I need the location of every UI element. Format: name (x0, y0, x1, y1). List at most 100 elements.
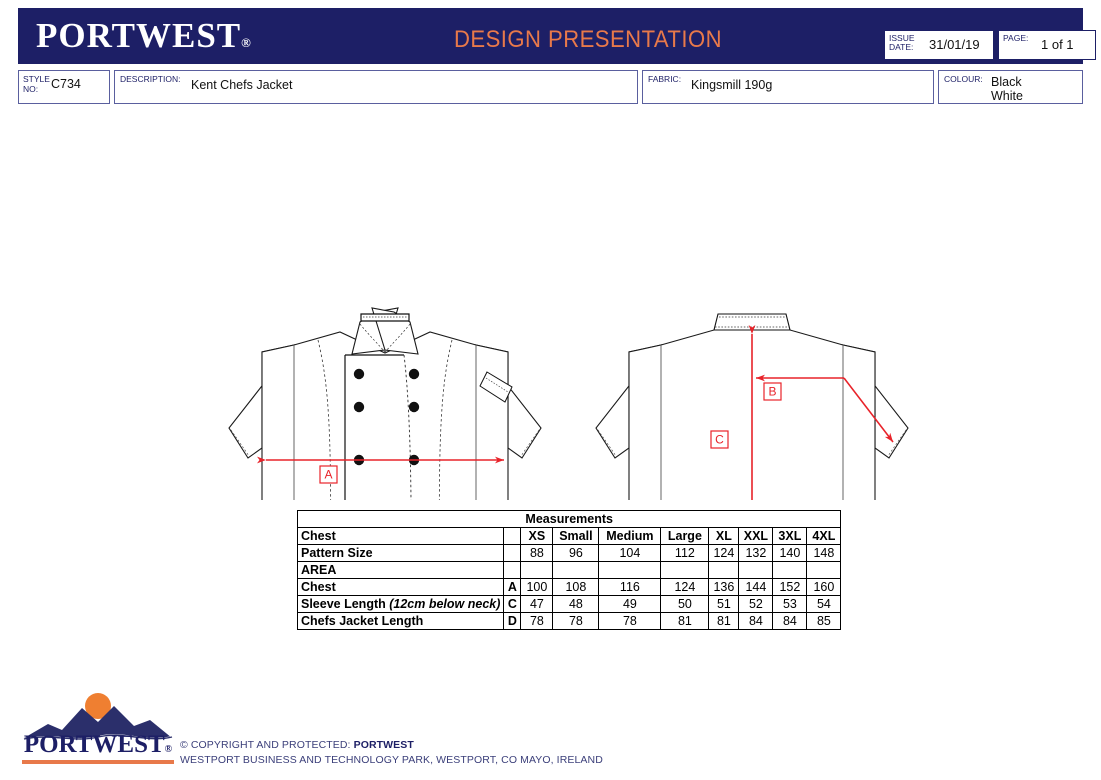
row-label: Sleeve Length (12cm below neck) (296, 595, 505, 613)
sun-icon (85, 693, 111, 719)
value-cell: 132 (738, 544, 774, 562)
value-cell: 96 (552, 544, 600, 562)
sleeve-pocket (479, 371, 513, 403)
footer: PORTWEST® © COPYRIGHT AND PROTECTED: POR… (0, 690, 1101, 780)
measure-arrow-b: B (756, 374, 894, 443)
chefs-jacket-front-view (228, 307, 542, 611)
value-cell: 144 (738, 578, 774, 596)
value-cell: 81 (708, 612, 740, 630)
value-cell: 50 (660, 595, 710, 613)
measure-arrow-a: A (257, 456, 504, 484)
copyright-notice: © COPYRIGHT AND PROTECTED: PORTWEST WEST… (180, 738, 603, 768)
value-cell: 104 (598, 544, 662, 562)
value-cell: 152 (772, 578, 808, 596)
value-cell: 124 (660, 578, 710, 596)
value-cell: 84 (772, 612, 808, 630)
value-cell: 148 (806, 544, 842, 562)
value-cell: 108 (552, 578, 600, 596)
value-cell: 53 (772, 595, 808, 613)
portwest-wordmark-footer: PORTWEST® (22, 732, 174, 757)
value-cell (552, 561, 600, 579)
footer-accent-rule (22, 760, 174, 764)
table-row: Chefs Jacket Length D 78 78 78 81 81 84 84 85 (296, 612, 842, 630)
size-header-cell: Small (552, 527, 600, 545)
table-title-row: Measurements (296, 510, 842, 528)
row-label: Chest (296, 527, 505, 545)
fabric-field: FABRIC: Kingsmill 190g (642, 70, 934, 104)
colour-value: Black White (991, 75, 1023, 103)
size-header-cell: 4XL (806, 527, 842, 545)
row-code (503, 544, 522, 562)
value-cell: 140 (772, 544, 808, 562)
colour-field: COLOUR: Black White (938, 70, 1083, 104)
page-label: PAGE: (1003, 33, 1029, 43)
table-row: Chest XS Small Medium Large XL XXL 3XL 4XL (296, 527, 842, 545)
row-label: Chefs Jacket Length (296, 612, 505, 630)
row-code: D (503, 612, 522, 630)
value-cell (660, 561, 710, 579)
value-cell: 48 (552, 595, 600, 613)
copyright-line-2: WESTPORT BUSINESS AND TECHNOLOGY PARK, W… (180, 754, 603, 766)
table-row: Chest A 100 108 116 124 136 144 152 160 (296, 578, 842, 596)
value-cell (772, 561, 808, 579)
table-row: Sleeve Length (12cm below neck) C 47 48 49 50… (296, 595, 842, 613)
copyright-prefix: © COPYRIGHT AND PROTECTED: (180, 739, 354, 751)
value-cell: 78 (520, 612, 554, 630)
value-cell: 136 (708, 578, 740, 596)
value-cell: 112 (660, 544, 710, 562)
size-header-cell: 3XL (772, 527, 808, 545)
value-cell (806, 561, 842, 579)
issue-date-label: ISSUE DATE: (889, 33, 915, 52)
portwest-mountain-logo (23, 693, 173, 740)
row-code: C (503, 595, 522, 613)
header-bar: PORTWEST® DESIGN PRESENTATION ISSUE DATE… (18, 8, 1096, 64)
page-number-box: PAGE: 1 of 1 (998, 30, 1096, 60)
style-no-field: STYLE NO: C734 (18, 70, 110, 104)
value-cell: 78 (598, 612, 662, 630)
row-label: AREA (296, 561, 505, 579)
footer-brand-text: PORTWEST (23, 731, 165, 758)
garment-drawings-svg: A C (228, 307, 909, 611)
style-no-label: STYLE NO: (23, 74, 50, 94)
value-cell: 47 (520, 595, 554, 613)
page-title: DESIGN PRESENTATION (453, 26, 723, 53)
row-label: Pattern Size (296, 544, 505, 562)
value-cell: 54 (806, 595, 842, 613)
row-label: Chest (296, 578, 505, 596)
callout-label-b: B (768, 385, 776, 399)
footer-registered-mark: ® (164, 744, 173, 755)
size-header-cell: Large (660, 527, 710, 545)
issue-date-value: 31/01/19 (929, 37, 980, 52)
value-cell: 85 (806, 612, 842, 630)
size-header-cell: Medium (598, 527, 662, 545)
copyright-line-1: © COPYRIGHT AND PROTECTED: PORTWEST (180, 738, 603, 753)
technical-drawings: A C (0, 140, 1101, 611)
colour-value-line-2: White (991, 89, 1023, 103)
style-no-value: C734 (51, 77, 81, 91)
value-cell: 78 (552, 612, 600, 630)
mountain-icon (24, 706, 172, 738)
value-cell: 124 (708, 544, 740, 562)
value-cell: 100 (520, 578, 554, 596)
value-cell: 49 (598, 595, 662, 613)
brand-wordmark: PORTWEST (36, 16, 242, 55)
value-cell: 51 (708, 595, 740, 613)
copyright-brand: PORTWEST (353, 739, 414, 751)
colour-label: COLOUR: (944, 74, 983, 84)
callout-label-c: C (715, 433, 724, 447)
row-code (503, 561, 522, 579)
value-cell: 116 (598, 578, 662, 596)
value-cell (708, 561, 740, 579)
callout-label-a: A (324, 468, 332, 482)
size-header-cell: XS (520, 527, 554, 545)
size-header-cell: XL (708, 527, 740, 545)
measurements-title: Measurements (296, 510, 842, 528)
size-header-cell: XXL (738, 527, 774, 545)
row-code: A (503, 578, 522, 596)
registered-mark: ® (241, 35, 252, 50)
portwest-logo-header: PORTWEST® (36, 18, 252, 53)
value-cell: 81 (660, 612, 710, 630)
description-label: DESCRIPTION: (120, 74, 181, 84)
colour-value-line-1: Black (991, 75, 1022, 89)
row-code (503, 527, 522, 545)
